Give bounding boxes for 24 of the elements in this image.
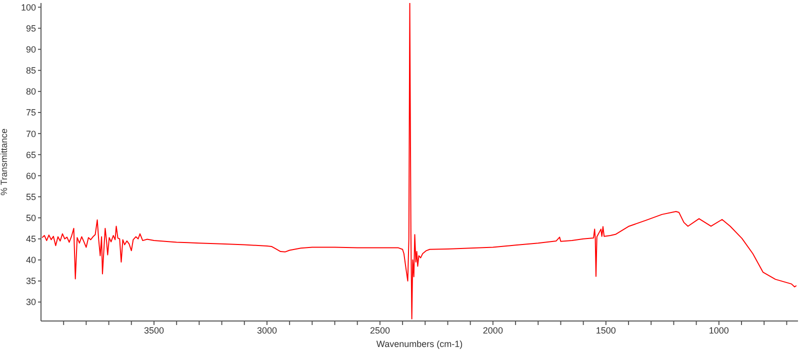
y-tick-label: 30 [26,297,36,308]
y-tick-label: 55 [26,192,36,202]
x-tick-label: 3000 [256,325,277,336]
y-tick-label: 40 [26,255,36,266]
y-tick-label: 75 [26,108,36,118]
y-tick-label: 95 [26,23,36,34]
x-tick-label: 1500 [596,325,616,336]
y-tick-label: 80 [26,86,36,97]
line-series [42,3,797,320]
y-tick-label: 90 [26,44,36,55]
x-axis-title: Wavenumbers (cm-1) [376,339,463,349]
x-tick-label: 1000 [708,325,729,336]
y-tick-label: 65 [26,150,36,160]
x-tick-label: 3500 [144,325,164,336]
x-tick-label: 2500 [370,325,390,336]
y-tick-label: 35 [26,276,36,286]
y-tick-label: 85 [26,66,36,76]
y-tick-label: 50 [26,213,36,224]
y-tick-label: 70 [26,128,36,139]
y-axis-title: % Transmittance [0,128,10,196]
y-tick-label: 45 [26,234,36,244]
x-tick-label: 2000 [482,325,503,336]
y-tick-label: 100 [20,2,36,12]
y-tick-label: 60 [26,170,36,181]
